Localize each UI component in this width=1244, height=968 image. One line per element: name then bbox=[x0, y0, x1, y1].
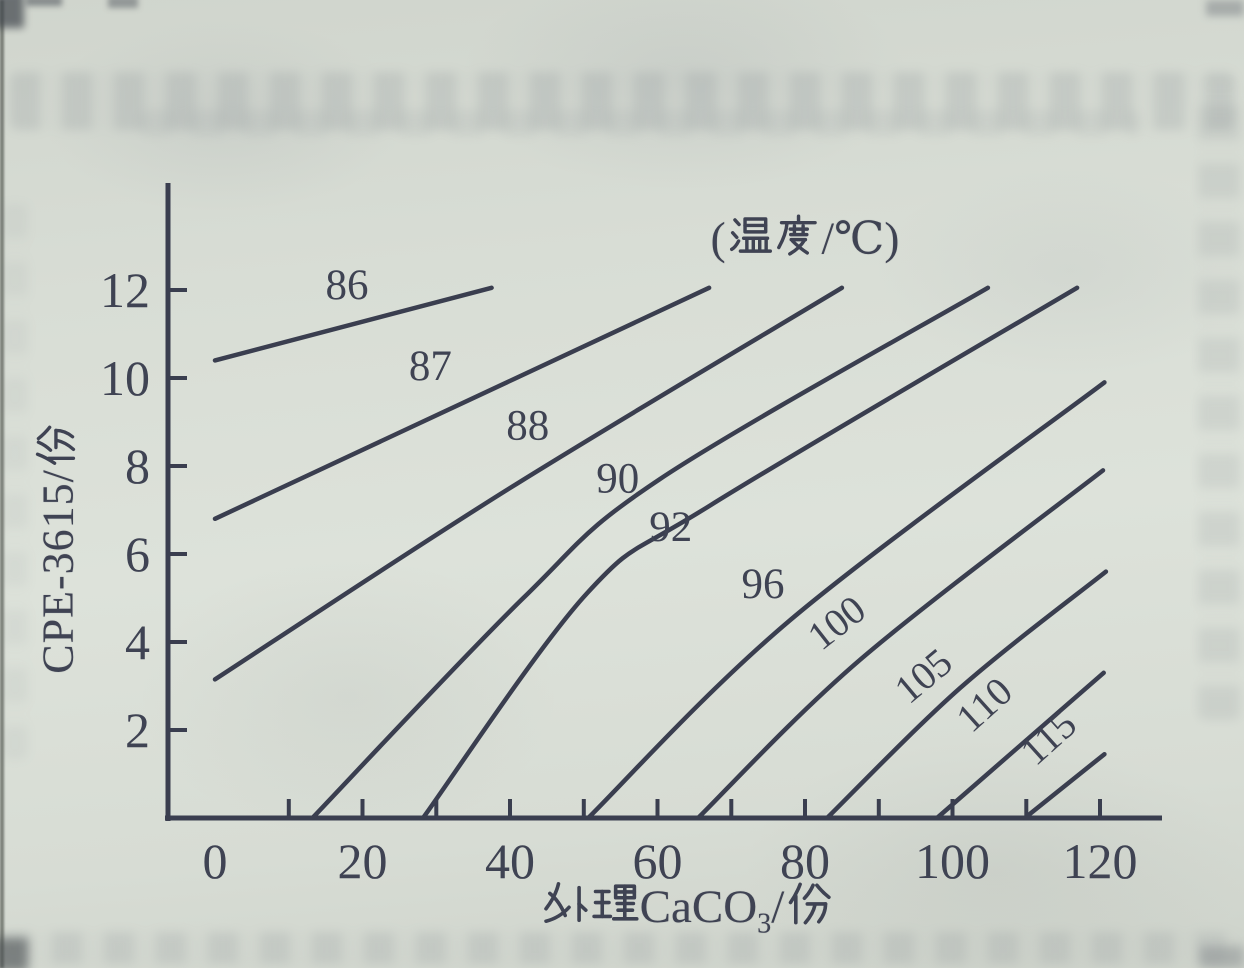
contour-label-87: 87 bbox=[409, 343, 452, 390]
contour-label-96: 96 bbox=[742, 561, 785, 608]
x-tick-label-120: 120 bbox=[1063, 833, 1138, 889]
cjk-glyph-处 bbox=[544, 882, 588, 924]
y-axis-title-latin: CPE-3615/ bbox=[33, 469, 83, 674]
contour-label-88: 88 bbox=[506, 403, 549, 450]
contour-label-92: 92 bbox=[649, 504, 692, 551]
contour-label-105: 105 bbox=[886, 639, 961, 712]
contour-line-86 bbox=[212, 285, 494, 363]
contour-label-100: 100 bbox=[799, 586, 874, 658]
cjk-glyph-度 bbox=[776, 214, 817, 256]
y-tick-label-2: 2 bbox=[125, 702, 150, 758]
contour-line-110 bbox=[934, 670, 1106, 821]
contour-line-87 bbox=[212, 285, 712, 522]
x-tick-label-40: 40 bbox=[485, 833, 535, 889]
chart-title: (/℃) bbox=[710, 213, 900, 264]
contour-line-92 bbox=[420, 285, 1080, 821]
y-tick-label-10: 10 bbox=[100, 350, 150, 406]
contour-label-86: 86 bbox=[326, 262, 369, 309]
contour-line-90 bbox=[310, 285, 991, 821]
x-axis-title-prefix: CaCO bbox=[540, 881, 757, 933]
y-axis-title: CPE-3615/ bbox=[33, 422, 84, 674]
contour-line-115 bbox=[1022, 751, 1107, 821]
x-tick-label-20: 20 bbox=[338, 833, 388, 889]
contour-line-96 bbox=[585, 380, 1107, 821]
x-axis-title-suffix: / bbox=[771, 881, 834, 933]
contour-line-100 bbox=[695, 468, 1106, 821]
x-tick-label-80: 80 bbox=[780, 833, 830, 889]
x-tick-label-100: 100 bbox=[915, 833, 990, 889]
contour-label-90: 90 bbox=[596, 455, 639, 502]
contour-label-110: 110 bbox=[947, 668, 1021, 741]
x-axis-title-subscript: 3 bbox=[757, 908, 772, 940]
x-tick-label-0: 0 bbox=[203, 833, 228, 889]
contour-line-88 bbox=[212, 285, 845, 682]
y-tick-label-8: 8 bbox=[125, 438, 150, 494]
contour-label-115: 115 bbox=[1011, 701, 1085, 774]
cjk-glyph-理 bbox=[592, 884, 639, 921]
y-tick-label-4: 4 bbox=[125, 614, 150, 670]
x-tick-label-60: 60 bbox=[633, 833, 683, 889]
y-tick-label-6: 6 bbox=[125, 526, 150, 582]
contour-line-105 bbox=[824, 569, 1109, 821]
cjk-glyph-温 bbox=[730, 217, 772, 253]
y-tick-label-12: 12 bbox=[100, 262, 150, 318]
x-axis-title: CaCO3/ bbox=[540, 880, 835, 938]
cjk-glyph-份 bbox=[35, 426, 75, 466]
cjk-glyph-份 bbox=[788, 882, 831, 925]
y-axis-title-cjk bbox=[34, 422, 83, 469]
